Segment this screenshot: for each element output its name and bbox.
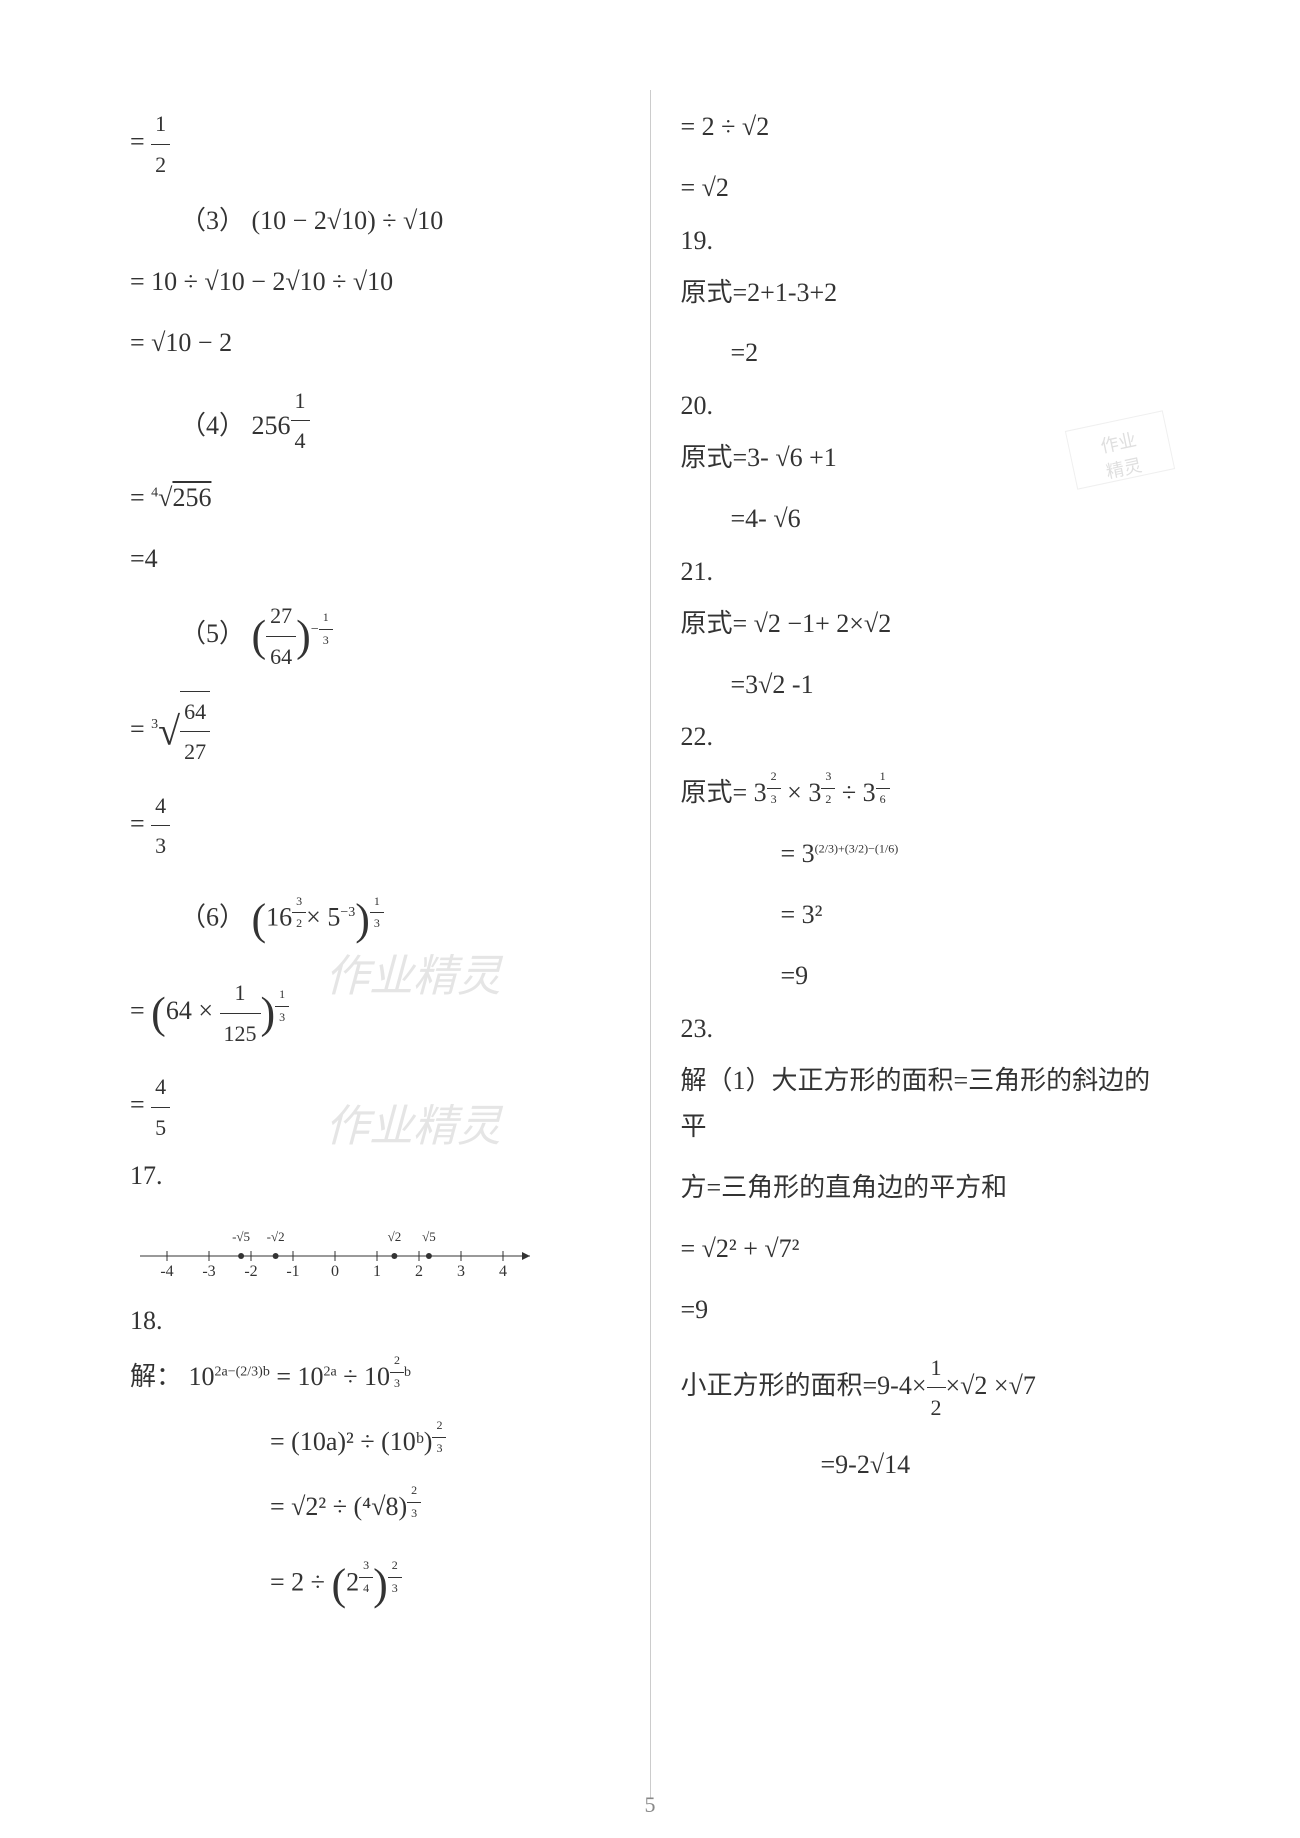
problem-19: 19. bbox=[681, 226, 1171, 256]
eq-23e: 小正方形的面积=9-4×12×√2 ×√7 bbox=[681, 1348, 1171, 1428]
eq-18b: = (10a)² ÷ (10ᵇ)23 bbox=[130, 1415, 620, 1466]
right-column: 作业 精灵 = 2 ÷ √2 = √2 19. 原式=2+1-3+2 =2 20… bbox=[651, 90, 1201, 1798]
eq-23f: =9-2√14 bbox=[681, 1442, 1171, 1489]
svg-text:0: 0 bbox=[331, 1263, 339, 1280]
eq-23b: 方=三角形的直角边的平方和 bbox=[681, 1165, 1171, 1212]
eq-19a: 原式=2+1-3+2 bbox=[681, 270, 1171, 317]
number-line-svg: -4 -3 -2 -1 0 1 2 3 4 -√5 -√2 √2 √5 bbox=[130, 1211, 550, 1281]
problem-22: 22. bbox=[681, 722, 1171, 752]
left-column: = 12 （3） (10 − 2√10) ÷ √10 = 10 ÷ √10 − … bbox=[100, 90, 651, 1798]
problem-3: （3） (10 − 2√10) ÷ √10 bbox=[130, 198, 620, 245]
svg-text:-4: -4 bbox=[160, 1263, 173, 1280]
eq-22d: =9 bbox=[681, 953, 1171, 1000]
svg-text:4: 4 bbox=[499, 1263, 507, 1280]
svg-text:3: 3 bbox=[457, 1263, 465, 1280]
problem-4: （4） 25614 bbox=[130, 381, 620, 461]
eq-18a: 解： 102a−(2/3)b = 102a ÷ 1023b bbox=[130, 1350, 620, 1401]
eq-3b: = √10 − 2 bbox=[130, 320, 620, 367]
eq-22c: = 3² bbox=[681, 892, 1171, 939]
svg-text:√2: √2 bbox=[388, 1229, 402, 1244]
eq-6b: = 45 bbox=[130, 1067, 620, 1147]
eq-18d: = 2 ÷ (234)23 bbox=[130, 1545, 620, 1624]
eq-6a: = (64 × 1125)13 bbox=[130, 973, 620, 1053]
page-number: 5 bbox=[645, 1792, 656, 1818]
eq-20b: =4- √6 bbox=[681, 496, 1171, 543]
svg-text:-1: -1 bbox=[286, 1263, 299, 1280]
eq-5a: = 3√6427 bbox=[130, 691, 620, 772]
eq-22b: = 3(2/3)+(3/2)−(1/6) bbox=[681, 831, 1171, 878]
svg-text:-√5: -√5 bbox=[232, 1229, 250, 1244]
eq-23d: =9 bbox=[681, 1287, 1171, 1334]
eq-r1: = 2 ÷ √2 bbox=[681, 104, 1171, 151]
problem-5: （5） (2764)−13 bbox=[130, 596, 620, 676]
eq-r2: = √2 bbox=[681, 165, 1171, 212]
eq-4a: = 4√256 bbox=[130, 475, 620, 522]
eq-18c: = √2² ÷ (⁴√8)23 bbox=[130, 1480, 620, 1531]
svg-text:-3: -3 bbox=[202, 1263, 215, 1280]
eq-22a: 原式= 323 × 332 ÷ 316 bbox=[681, 766, 1171, 817]
svg-text:1: 1 bbox=[373, 1263, 381, 1280]
eq-half: = 12 bbox=[130, 104, 620, 184]
problem-6: （6） (1632× 5−3)13 bbox=[130, 880, 620, 959]
problem-20: 20. bbox=[681, 391, 1171, 421]
eq-19b: =2 bbox=[681, 330, 1171, 377]
svg-text:-√2: -√2 bbox=[267, 1229, 285, 1244]
svg-text:2: 2 bbox=[415, 1263, 423, 1280]
page-container: = 12 （3） (10 − 2√10) ÷ √10 = 10 ÷ √10 − … bbox=[100, 90, 1200, 1798]
eq-5b: = 43 bbox=[130, 786, 620, 866]
problem-18: 18. bbox=[130, 1306, 620, 1336]
problem-21: 21. bbox=[681, 557, 1171, 587]
eq-23c: = √2² + √7² bbox=[681, 1226, 1171, 1273]
eq-4b: =4 bbox=[130, 536, 620, 583]
problem-17: 17. bbox=[130, 1161, 620, 1191]
svg-text:-2: -2 bbox=[244, 1263, 257, 1280]
eq-3a: = 10 ÷ √10 − 2√10 ÷ √10 bbox=[130, 259, 620, 306]
problem-23: 23. bbox=[681, 1014, 1171, 1044]
eq-21a: 原式= √2 −1+ 2×√2 bbox=[681, 601, 1171, 648]
svg-text:√5: √5 bbox=[422, 1229, 436, 1244]
number-line: -4 -3 -2 -1 0 1 2 3 4 -√5 -√2 √2 √5 bbox=[130, 1211, 620, 1286]
eq-21b: =3√2 -1 bbox=[681, 662, 1171, 709]
eq-23a: 解（1）大正方形的面积=三角形的斜边的平 bbox=[681, 1058, 1171, 1152]
